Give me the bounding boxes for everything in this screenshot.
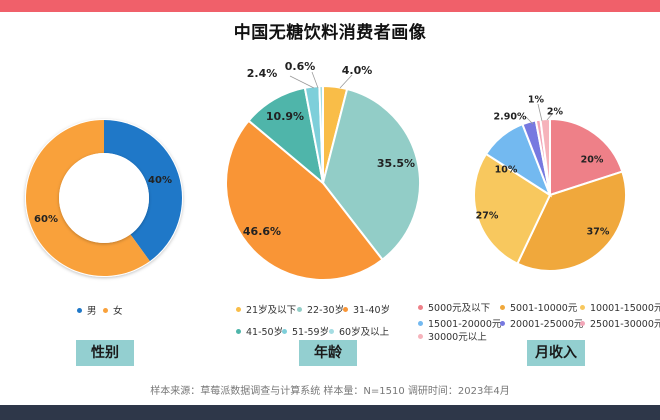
legend-swatch (580, 320, 585, 326)
age-legend-item: 31-40岁 (343, 302, 390, 316)
legend-swatch (297, 306, 302, 312)
age-data-label-1: 35.5% (377, 157, 415, 170)
legend-swatch (418, 333, 423, 339)
age-data-label-5: 0.6% (285, 60, 316, 73)
income-slice-0 (549, 117, 624, 197)
age-slice-2 (225, 119, 384, 281)
legend-label: 22-30岁 (307, 305, 345, 316)
donut-hole (59, 153, 149, 243)
legend-label: 女 (113, 306, 123, 317)
legend-swatch (343, 306, 348, 312)
page-title: 中国无糖饮料消费者画像 (233, 23, 427, 43)
income-data-label-2: 27% (476, 211, 499, 222)
income-legend-item: 15001-20000元 (418, 316, 501, 330)
age-slice-3 (247, 86, 325, 186)
legend-swatch (77, 307, 82, 313)
gender-legend-item: 男 (77, 303, 97, 317)
age-leader-line-5 (311, 71, 319, 89)
legend-label: 60岁及以上 (339, 327, 390, 338)
legend-swatch (418, 304, 423, 310)
legend-swatch (500, 304, 505, 310)
age-legend-item: 41-50岁 (236, 324, 283, 338)
legend-label: 20001-25000元 (510, 319, 584, 330)
gender-donut-chart: 40% 60% (25, 119, 183, 277)
legend-swatch (236, 306, 241, 312)
age-data-label-0: 4.0% (342, 64, 373, 77)
income-data-label-4: 2.90% (494, 112, 527, 123)
section-label-age: 年龄 (299, 340, 357, 366)
income-pie-chart: 20% 37% 27% 10% 2.90%1%2% (473, 95, 627, 272)
income-slice-6 (539, 117, 551, 196)
top-accent-bar (0, 0, 660, 12)
income-legend-item: 20001-25000元 (500, 316, 583, 330)
legend-label: 41-50岁 (246, 327, 284, 338)
legend-label: 51-59岁 (292, 327, 330, 338)
income-data-label-5: 1% (528, 95, 545, 106)
income-data-label-1: 37% (587, 227, 610, 238)
legend-swatch (418, 320, 423, 326)
legend-swatch (282, 328, 287, 334)
legend-label: 5001-10000元 (510, 303, 578, 314)
income-legend-item: 5000元及以下 (418, 300, 490, 314)
gender-data-label-0: 40% (148, 175, 172, 186)
legend-swatch (329, 328, 334, 334)
age-legend-item: 21岁及以下 (236, 302, 296, 316)
legend-swatch (580, 304, 585, 310)
age-legend-item: 60岁及以上 (329, 324, 389, 338)
legend-label: 31-40岁 (353, 305, 391, 316)
income-leader-line-6 (546, 112, 554, 121)
legend-label: 25001-30000元 (590, 319, 660, 330)
legend-label: 5000元及以下 (428, 303, 491, 314)
age-data-label-4: 2.4% (247, 67, 278, 80)
income-data-label-0: 20% (581, 155, 604, 166)
bottom-bar (0, 405, 660, 420)
gender-legend-item: 女 (103, 303, 123, 317)
age-legend-item: 51-59岁 (282, 324, 329, 338)
section-label-income: 月收入 (527, 340, 585, 366)
age-leader-line-4 (289, 75, 315, 89)
legend-label: 15001-20000元 (428, 319, 502, 330)
income-data-label-3: 10% (495, 165, 518, 176)
legend-swatch (103, 307, 108, 313)
legend-swatch (236, 328, 241, 334)
income-legend-item: 25001-30000元 (580, 316, 660, 330)
income-slice-1 (516, 170, 627, 272)
footer-source-note: 样本来源：草莓派数据调查与计算系统 样本量：N=1510 调研时间：2023年4… (150, 386, 510, 397)
gender-slice-1 (25, 120, 150, 276)
legend-label: 10001-15000元 (590, 303, 660, 314)
age-slice-1 (321, 87, 421, 262)
legend-label: 30000元以上 (428, 332, 487, 343)
legend-swatch (500, 320, 505, 326)
income-leader-line-5 (537, 103, 543, 122)
income-legend-item: 5001-10000元 (500, 300, 577, 314)
income-legend-item: 30000元以上 (418, 329, 487, 343)
income-leader-line-4 (525, 116, 534, 125)
income-legend-item: 10001-15000元 (580, 300, 660, 314)
age-legend-item: 22-30岁 (297, 302, 344, 316)
age-pie-chart: 4.0% 35.5% 46.6% 10.9% 2.4% 0.6% (225, 60, 421, 281)
age-slice-5 (318, 84, 324, 184)
gender-slice-0 (104, 120, 182, 262)
age-leader-line-2 (339, 74, 353, 89)
age-data-label-2: 46.6% (243, 225, 281, 238)
legend-label: 男 (87, 306, 97, 317)
gender-data-label-1: 60% (34, 214, 58, 225)
income-slice-2 (473, 152, 552, 265)
section-label-gender: 性别 (76, 340, 134, 366)
legend-label: 21岁及以下 (246, 305, 297, 316)
income-data-label-6: 2% (547, 107, 564, 118)
age-data-label-3: 10.9% (266, 110, 304, 123)
